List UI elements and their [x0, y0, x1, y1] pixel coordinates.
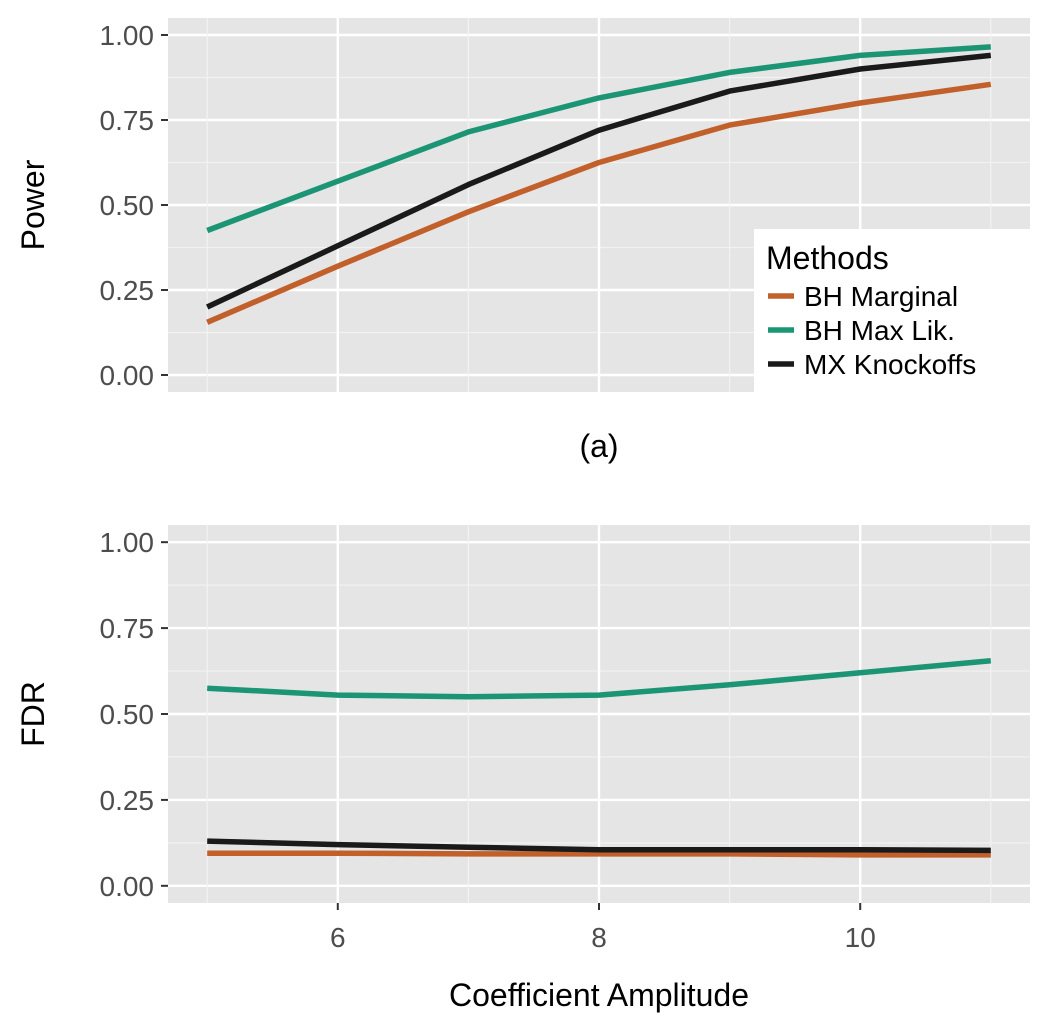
fdr-y-tick-label: 0.75 [100, 613, 155, 644]
fdr-series-lines [207, 657, 992, 858]
fdr-x-tick-label: 6 [330, 922, 346, 953]
power-line-bh-marginal [206, 81, 992, 325]
power-panel: 0.00 0.25 0.50 0.75 1.00 Power (a) Methods B… [15, 18, 1030, 464]
legend-label-mx-knockoffs: MX Knockoffs [804, 349, 976, 380]
power-y-tick-label: 0.00 [100, 360, 155, 391]
power-line-mx-knockoffs [206, 52, 992, 310]
power-y-tick-label: 0.75 [100, 105, 155, 136]
fdr-line-bh-max-lik [207, 657, 992, 700]
fdr-line-mx-knockoffs [207, 838, 991, 854]
fdr-line-bh-marginal [207, 850, 991, 858]
power-y-tick-label: 0.50 [100, 190, 155, 221]
fdr-y-tick-label: 0.25 [100, 785, 155, 816]
x-axis-title: Coefficient Amplitude [449, 977, 749, 1013]
fdr-panel: 0.00 0.25 0.50 0.75 1.00 6 8 10 FDR Coefficien… [15, 525, 1030, 1013]
fdr-x-ticks: 6 8 10 [330, 903, 876, 953]
panel-a-label: (a) [579, 428, 618, 464]
fdr-y-tick-label: 0.50 [100, 699, 155, 730]
power-y-axis-title: Power [15, 159, 51, 250]
fdr-x-tick-label: 8 [591, 922, 607, 953]
fdr-y-tick-label: 1.00 [100, 527, 155, 558]
fdr-y-tick-label: 0.00 [100, 871, 155, 902]
power-line-bh-max-lik [206, 44, 991, 234]
power-y-tick-label: 0.25 [100, 275, 155, 306]
power-y-tick-label: 1.00 [100, 20, 155, 51]
fdr-y-axis-title: FDR [15, 681, 51, 747]
fdr-gridlines [168, 525, 1030, 903]
fdr-y-ticks: 0.00 0.25 0.50 0.75 1.00 [100, 527, 168, 902]
fdr-x-tick-label: 10 [845, 922, 876, 953]
legend-label-bh-marginal: BH Marginal [804, 281, 958, 312]
legend-title: Methods [766, 240, 889, 276]
legend-background [754, 229, 1030, 392]
power-y-ticks: 0.00 0.25 0.50 0.75 1.00 [100, 20, 168, 391]
power-series-lines [206, 44, 992, 325]
legend-label-bh-max-lik: BH Max Lik. [804, 315, 955, 346]
